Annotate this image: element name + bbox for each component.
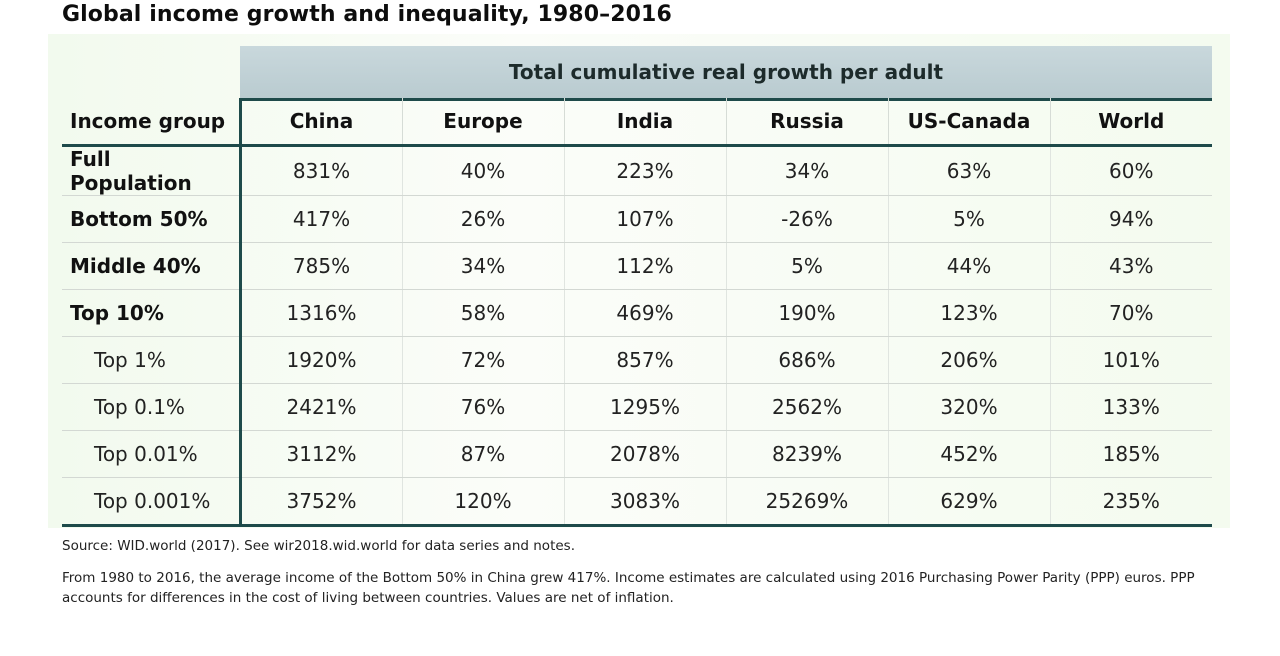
table-cell-value: 87% — [401, 430, 564, 478]
table-row: Middle 40% 785% 34% 112% 5% 44% 43% — [62, 242, 1212, 290]
table-cell-value: 5% — [725, 242, 888, 290]
table-cell-value: 629% — [887, 477, 1050, 527]
table-cell-value: 58% — [401, 289, 564, 337]
table-cell-value: 34% — [401, 242, 564, 290]
table-cell-value: 107% — [563, 195, 726, 243]
row-label-income-group: Top 0.1% — [62, 383, 240, 431]
table-cell-value: 70% — [1049, 289, 1212, 337]
table-cell-value: 123% — [887, 289, 1050, 337]
table-cell-value: 101% — [1049, 336, 1212, 384]
row-label-income-group: Bottom 50% — [62, 195, 240, 243]
table-cell-value: 26% — [401, 195, 564, 243]
column-header-india: India — [563, 98, 726, 147]
table-cell-value: 320% — [887, 383, 1050, 431]
table-cell-value: 40% — [401, 145, 564, 196]
table-header-row: Income group China Europe India Russia U… — [62, 98, 1212, 147]
super-header-label: Total cumulative real growth per adult — [508, 60, 944, 84]
table-cell-value: 857% — [563, 336, 726, 384]
source-note: Source: WID.world (2017). See wir2018.wi… — [62, 538, 575, 554]
table-cell-value: 43% — [1049, 242, 1212, 290]
row-label-income-group: Middle 40% — [62, 242, 240, 290]
table-row: Top 10% 1316% 58% 469% 190% 123% 70% — [62, 289, 1212, 337]
table-cell-value: 63% — [887, 145, 1050, 196]
table-cell-value: 3752% — [238, 477, 402, 527]
table-cell-value: 185% — [1049, 430, 1212, 478]
table-cell-value: 235% — [1049, 477, 1212, 527]
table-cell-value: 452% — [887, 430, 1050, 478]
table-cell-value: 831% — [238, 145, 402, 196]
table-cell-value: 223% — [563, 145, 726, 196]
income-growth-table: Income group China Europe India Russia U… — [62, 98, 1212, 527]
row-label-income-group: Full Population — [62, 145, 240, 196]
table-row: Top 0.01% 3112% 87% 2078% 8239% 452% 185% — [62, 430, 1212, 478]
table-cell-value: 76% — [401, 383, 564, 431]
table-row: Top 0.001% 3752% 120% 3083% 25269% 629% 235% — [62, 477, 1212, 527]
explanatory-note: From 1980 to 2016, the average income of… — [62, 570, 1195, 606]
table-cell-value: 469% — [563, 289, 726, 337]
column-header-world: World — [1049, 98, 1212, 147]
column-header-russia: Russia — [725, 98, 888, 147]
table-body: Full Population 831% 40% 223% 34% 63% 60% Botto… — [62, 145, 1212, 527]
table-cell-value: 94% — [1049, 195, 1212, 243]
table-cell-value: 2078% — [563, 430, 726, 478]
table-row: Full Population 831% 40% 223% 34% 63% 60% — [62, 145, 1212, 196]
table-cell-value: 1295% — [563, 383, 726, 431]
table-cell-value: 34% — [725, 145, 888, 196]
table-cell-value: 785% — [238, 242, 402, 290]
table-cell-value: 60% — [1049, 145, 1212, 196]
column-header-europe: Europe — [401, 98, 564, 147]
table-cell-value: 1920% — [238, 336, 402, 384]
row-label-income-group: Top 1% — [62, 336, 240, 384]
table-super-header: Total cumulative real growth per adult — [240, 46, 1212, 101]
table-cell-value: 2562% — [725, 383, 888, 431]
row-label-income-group: Top 0.01% — [62, 430, 240, 478]
table-cell-value: 120% — [401, 477, 564, 527]
column-header-us-canada: US-Canada — [887, 98, 1050, 147]
table-row: Top 0.1% 2421% 76% 1295% 2562% 320% 133% — [62, 383, 1212, 431]
table-cell-value: 206% — [887, 336, 1050, 384]
table-cell-value: 417% — [238, 195, 402, 243]
table-cell-value: 8239% — [725, 430, 888, 478]
table-cell-value: 5% — [887, 195, 1050, 243]
table-cell-value: 112% — [563, 242, 726, 290]
table-row: Top 1% 1920% 72% 857% 686% 206% 101% — [62, 336, 1212, 384]
table-cell-value: 44% — [887, 242, 1050, 290]
row-label-income-group: Top 0.001% — [62, 477, 240, 527]
table-cell-value: -26% — [725, 195, 888, 243]
column-header-china: China — [238, 98, 402, 147]
table-cell-value: 1316% — [238, 289, 402, 337]
column-header-income-group: Income group — [62, 98, 240, 147]
table-cell-value: 190% — [725, 289, 888, 337]
table-row: Bottom 50% 417% 26% 107% -26% 5% 94% — [62, 195, 1212, 243]
table-cell-value: 72% — [401, 336, 564, 384]
table-cell-value: 25269% — [725, 477, 888, 527]
page-title: Global income growth and inequality, 198… — [62, 2, 672, 27]
table-cell-value: 2421% — [238, 383, 402, 431]
row-label-income-group: Top 10% — [62, 289, 240, 337]
table-cell-value: 133% — [1049, 383, 1212, 431]
table-cell-value: 686% — [725, 336, 888, 384]
table-cell-value: 3083% — [563, 477, 726, 527]
income-growth-table-container: Income group China Europe India Russia U… — [62, 98, 1212, 527]
table-cell-value: 3112% — [238, 430, 402, 478]
